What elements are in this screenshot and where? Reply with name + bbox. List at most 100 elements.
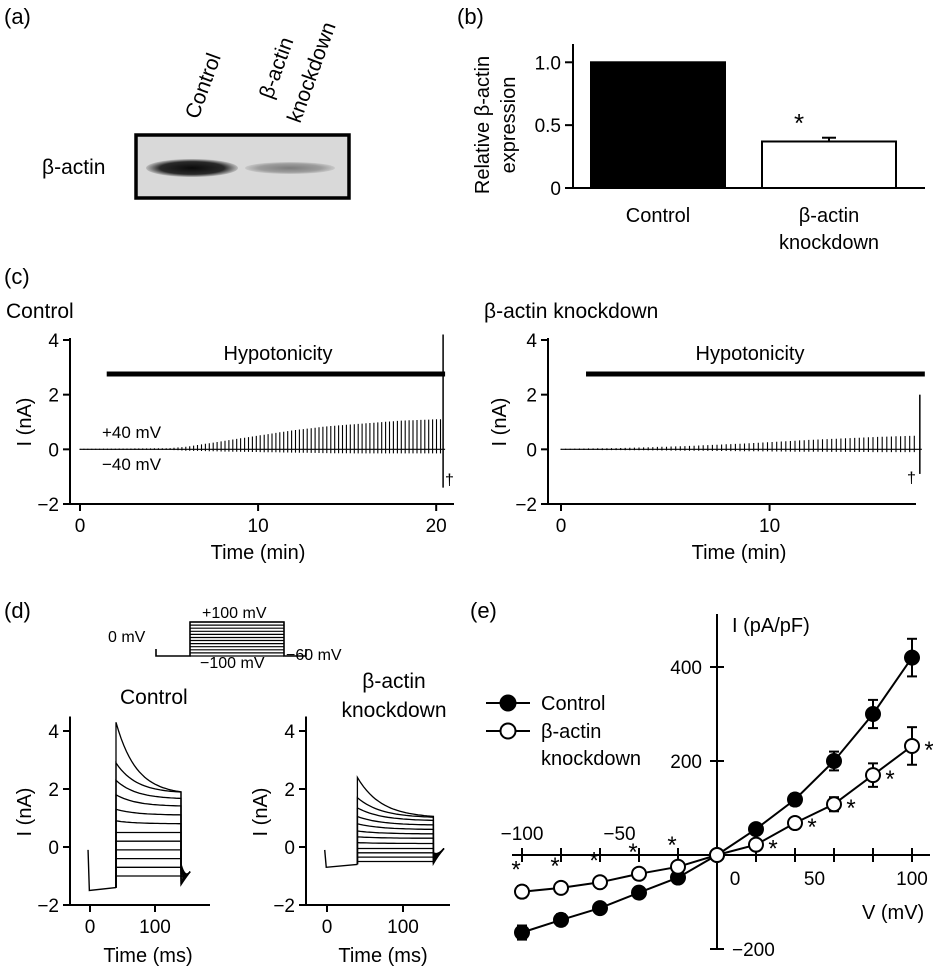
holding-trace: [87, 849, 117, 892]
e-legend: Control β-actin knockdown: [486, 693, 641, 770]
control-point: [904, 649, 920, 666]
control-point: [787, 791, 803, 808]
y-tick-label: −2: [273, 896, 295, 917]
b-ylabel-2: expression: [498, 77, 520, 174]
e-x-tick-label: −100: [501, 824, 544, 845]
e-y-tick-label: 200: [670, 752, 702, 773]
control-point: [748, 821, 764, 838]
lane-control-label: Control: [181, 50, 226, 121]
panel-e-label: (e): [470, 598, 497, 623]
d-right-title-2: knockdown: [341, 699, 446, 722]
e-xlabel: V (mV): [862, 902, 924, 924]
c-left-hypotonicity: Hypotonicity: [224, 343, 333, 365]
c-right-hypotonicity: Hypotonicity: [696, 343, 805, 365]
b-cat-knockdown-2: knockdown: [779, 232, 879, 254]
e-x-tick-label: 0: [730, 869, 741, 890]
western-band-label: β-actin: [42, 156, 105, 179]
e-x-tick-label: −50: [603, 824, 635, 845]
protocol-hold-label: −60 mV: [286, 647, 342, 664]
d-right-title-1: β-actin: [362, 670, 425, 693]
x-tick-label: 10: [248, 516, 269, 537]
knockdown-point: [904, 737, 920, 754]
c-right-xlabel: Time (min): [692, 542, 787, 564]
knockdown-point: [631, 865, 647, 882]
legend-knockdown-label-2: knockdown: [541, 748, 641, 770]
y-tick-label: 2: [284, 780, 295, 801]
d-left-ylabel: I (nA): [14, 788, 36, 837]
panel-b-label: (b): [457, 4, 484, 29]
voltage-protocol: 0 mV +100 mV −100 mV −60 mV: [108, 605, 342, 672]
d-left-current-chart: −2 0 2 4 0 100: [37, 716, 210, 938]
western-blot: [134, 133, 351, 200]
knockdown-point: [826, 796, 842, 813]
b-y-tick-label: 0.5: [535, 116, 561, 137]
current-sweep: [115, 820, 191, 888]
current-sweep: [115, 849, 191, 888]
knockdown-point: [670, 858, 686, 875]
d-right-current-chart: −2 0 2 4 0 100: [273, 716, 450, 938]
significance-star: *: [924, 737, 933, 764]
y-tick-label: 4: [526, 331, 537, 352]
d-left-xlabel: Time (ms): [103, 945, 192, 967]
e-ylabel: I (pA/pF): [732, 615, 810, 637]
c-left-ylabel: I (nA): [14, 398, 36, 447]
western-band-control: [146, 159, 238, 177]
current-sweep: [115, 808, 191, 888]
bar-chart: 0 0.5 1.0: [535, 44, 925, 200]
current-trace: [560, 435, 915, 453]
current-sweep: [356, 836, 445, 865]
y-tick-label: 2: [526, 386, 537, 407]
legend-knockdown-marker: [499, 722, 517, 740]
b-significance-star: *: [794, 108, 804, 138]
current-sweep: [356, 796, 445, 865]
significance-star: *: [807, 814, 816, 841]
y-tick-label: 0: [48, 838, 59, 859]
b-y-tick-label: 1.0: [535, 53, 561, 74]
iv-curve-chart: −100 −50 0 50 100 −200 200 400 * * * * * * * * * *: [501, 614, 933, 961]
b-y-tick-label: 0: [550, 179, 561, 200]
significance-star: *: [885, 766, 894, 793]
knockdown-point: [514, 883, 530, 900]
current-sweep: [115, 778, 191, 888]
bar-knockdown: [761, 140, 897, 190]
x-tick-label: 100: [387, 917, 419, 938]
x-tick-label: 20: [426, 516, 447, 537]
c-right-title: β-actin knockdown: [484, 300, 658, 323]
y-tick-label: 0: [284, 838, 295, 859]
c-left-title: Control: [6, 300, 74, 323]
current-sweep: [115, 831, 191, 888]
y-tick-label: 4: [48, 331, 59, 352]
c-left-xlabel: Time (min): [211, 542, 306, 564]
current-sweep: [115, 857, 191, 888]
lane-knockdown-label-2: knockdown: [283, 19, 341, 126]
panel-c-label: (c): [4, 264, 30, 289]
b-ylabel-1: Relative β-actin: [472, 56, 494, 194]
bar-control: [590, 61, 726, 189]
protocol-bottom-label: −100 mV: [200, 655, 265, 672]
c-left-dagger: †: [445, 472, 454, 489]
y-tick-label: 4: [284, 722, 295, 743]
x-tick-label: 0: [322, 917, 333, 938]
protocol-0mv-label: 0 mV: [108, 629, 146, 646]
current-sweep: [356, 848, 445, 867]
d-left-title: Control: [120, 686, 188, 709]
d-right-ylabel: I (nA): [250, 788, 272, 837]
significance-star: *: [846, 795, 855, 822]
control-point: [514, 924, 530, 941]
y-tick-label: 2: [48, 780, 59, 801]
significance-star: *: [667, 832, 676, 859]
x-tick-label: 10: [759, 516, 780, 537]
c-neg-label: −40 mV: [102, 455, 162, 474]
significance-star: *: [768, 836, 777, 863]
protocol-top-label: +100 mV: [202, 605, 267, 622]
c-right-trace-chart: −2 0 2 4 0 10: [515, 331, 925, 537]
knockdown-point: [748, 836, 764, 853]
control-point: [553, 911, 569, 928]
y-tick-label: 0: [526, 440, 537, 461]
holding-trace: [324, 849, 358, 869]
y-tick-label: −2: [37, 495, 59, 516]
y-tick-label: 0: [48, 440, 59, 461]
c-left-trace-chart: −2 0 2 4 0 10 20: [37, 331, 454, 537]
knockdown-point: [709, 847, 725, 863]
